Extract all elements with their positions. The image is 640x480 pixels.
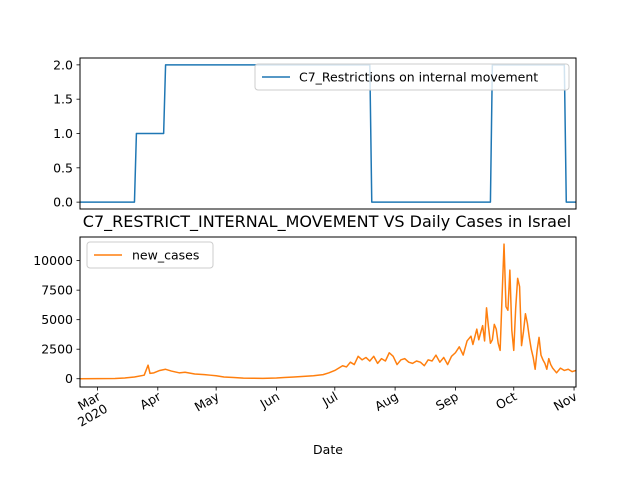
x-tick-label: Sep <box>433 389 461 414</box>
bottom-x-axis: Mar2020 Apr May Jun Jul Aug Sep Oct Nov <box>68 387 580 430</box>
bottom-y-tick-label: 7500 <box>41 283 73 298</box>
top-y-axis: 0.0 0.5 1.0 1.5 2.0 <box>53 57 80 210</box>
bottom-y-tick-label: 0 <box>65 371 73 386</box>
bottom-y-tick-label: 5000 <box>41 312 73 327</box>
bottom-series-line <box>79 243 577 380</box>
bottom-y-tick-label: 10000 <box>33 253 73 268</box>
top-y-tick-label: 0.0 <box>53 195 73 210</box>
bottom-legend-label: new_cases <box>132 248 199 263</box>
top-legend-label: C7_Restrictions on internal movement <box>299 70 538 85</box>
bottom-y-axis: 0 2500 5000 7500 10000 <box>33 253 80 386</box>
top-legend-box <box>254 63 570 91</box>
top-chart: 0.0 0.5 1.0 1.5 2.0 C7_Restrictions on inter… <box>53 57 577 210</box>
bottom-legend-box <box>86 241 214 269</box>
top-legend: C7_Restrictions on internal movement <box>254 63 570 91</box>
chart-title: C7_RESTRICT_INTERNAL_MOVEMENT VS Daily C… <box>83 212 571 232</box>
bottom-chart: C7_RESTRICT_INTERNAL_MOVEMENT VS Daily C… <box>33 212 580 457</box>
bottom-y-tick-label: 2500 <box>41 342 73 357</box>
top-y-tick-label: 0.5 <box>53 160 73 175</box>
x-axis-title: Date <box>313 442 343 457</box>
bottom-legend: new_cases <box>86 241 214 269</box>
x-tick-label: May <box>192 388 222 414</box>
x-tick-label: Nov <box>551 388 580 413</box>
x-tick-label: Jul <box>319 389 340 410</box>
x-tick-label: Mar2020 <box>68 388 111 429</box>
top-y-tick-label: 1.0 <box>53 126 73 141</box>
x-tick-label: Jun <box>257 389 282 412</box>
top-y-tick-label: 1.5 <box>53 92 73 107</box>
bottom-series-path-0 <box>79 243 577 380</box>
bottom-plot-frame <box>79 236 577 388</box>
top-y-tick-label: 2.0 <box>53 57 73 72</box>
x-tick-label: Oct <box>493 389 519 413</box>
x-tick-label: Apr <box>137 388 164 412</box>
x-tick-label: Aug <box>372 389 401 414</box>
